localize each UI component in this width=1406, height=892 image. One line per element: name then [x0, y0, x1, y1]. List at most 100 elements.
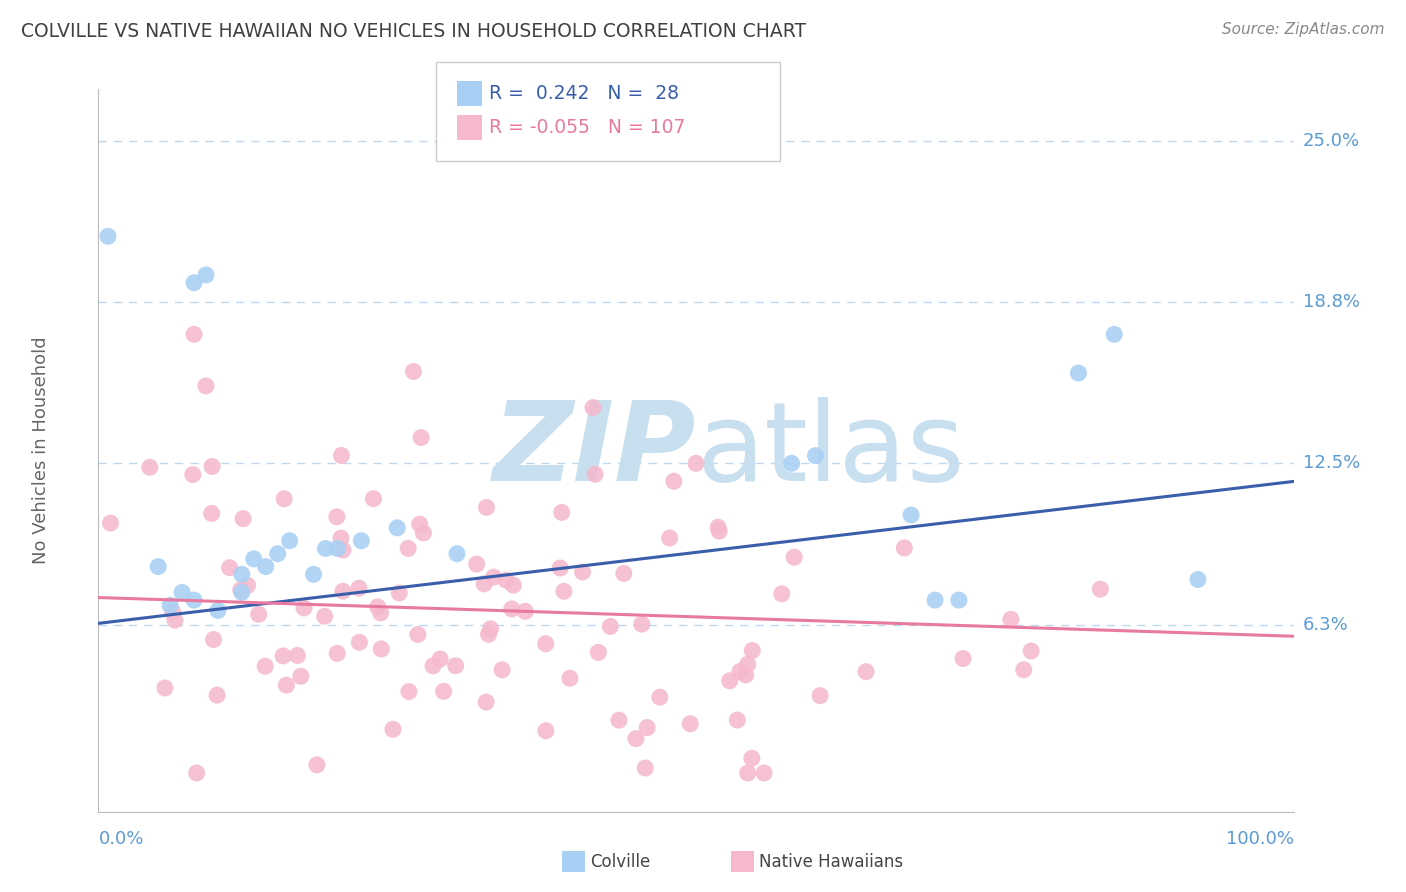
Point — [607, 713, 630, 727]
Point — [422, 659, 444, 673]
Text: 0.0%: 0.0% — [98, 830, 143, 847]
Point — [305, 757, 328, 772]
Point — [893, 541, 915, 555]
Point — [100, 516, 122, 530]
Point — [728, 665, 751, 679]
Text: 6.3%: 6.3% — [1303, 615, 1348, 633]
Point — [326, 509, 349, 524]
Point — [314, 609, 336, 624]
Point — [330, 449, 353, 463]
Point — [201, 459, 224, 474]
Point — [613, 566, 636, 581]
Point — [855, 665, 877, 679]
Point — [553, 584, 575, 599]
Point — [1090, 582, 1112, 596]
Point — [948, 593, 970, 607]
Point — [734, 668, 756, 682]
Point — [804, 449, 827, 463]
Text: atlas: atlas — [696, 397, 965, 504]
Point — [502, 578, 524, 592]
Point — [429, 652, 451, 666]
Point — [326, 647, 349, 661]
Point — [558, 671, 581, 685]
Point — [302, 567, 325, 582]
Text: Source: ZipAtlas.com: Source: ZipAtlas.com — [1222, 22, 1385, 37]
Point — [315, 541, 337, 556]
Point — [183, 593, 205, 607]
Point — [139, 460, 162, 475]
Point — [679, 716, 702, 731]
Text: R =  0.242   N =  28: R = 0.242 N = 28 — [489, 84, 679, 103]
Point — [254, 559, 277, 574]
Point — [402, 364, 425, 378]
Point — [181, 467, 204, 482]
Point — [163, 613, 186, 627]
Point — [232, 511, 254, 525]
Point — [599, 619, 621, 633]
Point — [444, 658, 467, 673]
Point — [229, 582, 252, 597]
Text: 100.0%: 100.0% — [1226, 830, 1294, 847]
Point — [290, 669, 312, 683]
Point — [534, 723, 557, 738]
Point — [548, 561, 571, 575]
Point — [97, 229, 120, 244]
Point — [718, 673, 741, 688]
Point — [475, 695, 498, 709]
Point — [271, 648, 294, 663]
Point — [741, 643, 763, 657]
Text: Native Hawaiians: Native Hawaiians — [759, 853, 904, 871]
Point — [162, 605, 184, 619]
Point — [725, 713, 748, 727]
Point — [465, 557, 488, 571]
Point — [231, 567, 253, 582]
Point — [707, 520, 730, 534]
Point — [406, 627, 429, 641]
Point — [477, 627, 499, 641]
Text: R = -0.055   N = 107: R = -0.055 N = 107 — [489, 118, 686, 137]
Point — [624, 731, 647, 746]
Point — [551, 505, 574, 519]
Point — [370, 606, 392, 620]
Point — [472, 577, 495, 591]
Text: No Vehicles in Household: No Vehicles in Household — [32, 336, 51, 565]
Point — [446, 547, 468, 561]
Point — [1012, 663, 1035, 677]
Point — [952, 651, 974, 665]
Point — [1019, 644, 1042, 658]
Point — [243, 551, 266, 566]
Point — [273, 491, 295, 506]
Point — [148, 559, 170, 574]
Point — [183, 276, 205, 290]
Point — [278, 533, 301, 548]
Point — [254, 659, 277, 673]
Point — [482, 570, 505, 584]
Point — [582, 401, 605, 415]
Point — [201, 507, 224, 521]
Point — [370, 642, 392, 657]
Point — [172, 585, 194, 599]
Point — [186, 766, 208, 780]
Point — [153, 681, 176, 695]
Point — [783, 550, 806, 565]
Point — [349, 635, 371, 649]
Point — [432, 684, 454, 698]
Point — [1067, 366, 1090, 380]
Point — [583, 467, 606, 482]
Point — [202, 632, 225, 647]
Point — [534, 637, 557, 651]
Point — [398, 684, 420, 698]
Point — [752, 766, 775, 780]
Point — [648, 690, 671, 705]
Point — [332, 584, 354, 599]
Point — [475, 500, 498, 515]
Point — [709, 524, 731, 538]
Point — [381, 723, 404, 737]
Point — [205, 688, 228, 702]
Point — [412, 526, 434, 541]
Point — [495, 574, 517, 588]
Point — [634, 761, 657, 775]
Point — [326, 541, 349, 556]
Point — [571, 565, 593, 579]
Point — [287, 648, 309, 663]
